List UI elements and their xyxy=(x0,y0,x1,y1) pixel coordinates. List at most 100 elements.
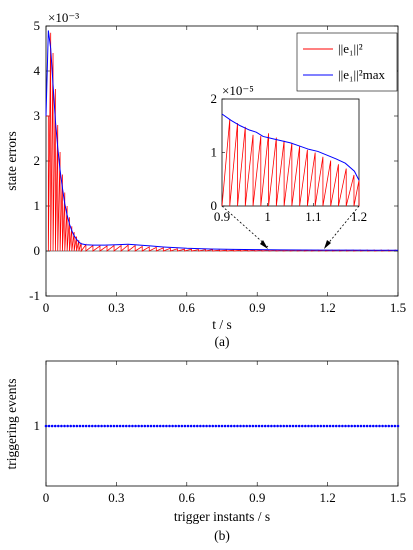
trigger-point xyxy=(103,424,106,428)
trigger-point xyxy=(384,424,387,428)
inset-x-tick-label: 1 xyxy=(264,209,271,224)
trigger-point xyxy=(288,424,292,428)
trigger-point xyxy=(251,424,255,428)
trigger-point xyxy=(316,424,320,428)
trigger-point xyxy=(180,424,184,428)
trigger-point xyxy=(124,424,128,428)
trigger-point xyxy=(171,424,174,428)
trigger-point xyxy=(310,424,313,428)
trigger-point xyxy=(387,424,391,428)
trigger-point xyxy=(186,424,190,428)
trigger-point xyxy=(97,424,100,428)
series-error-squared xyxy=(46,32,397,253)
trigger-point xyxy=(155,424,159,428)
legend-label-error-squared: ||e₁||² xyxy=(338,41,363,56)
trigger-point xyxy=(50,424,54,428)
caption-b: (b) xyxy=(214,528,230,543)
main-x-tick-label: 0 xyxy=(43,300,50,315)
trigger-point xyxy=(69,424,73,428)
inset-series-error-squared-max xyxy=(221,113,360,181)
trigger-point xyxy=(208,424,211,428)
inset-x-tick-label: 1.2 xyxy=(351,209,367,224)
trigger-point xyxy=(359,424,363,428)
trigger-point xyxy=(276,424,279,428)
trigger-point xyxy=(381,424,384,428)
trigger-point xyxy=(362,424,366,428)
trigger-point xyxy=(331,424,335,428)
main-y-ticks: -1 0 1 2 3 4 5 xyxy=(29,18,398,303)
trigger-y-tick-label: 1 xyxy=(34,418,41,433)
legend: ||e₁||² ||e₁||²max xyxy=(296,32,398,92)
trigger-point xyxy=(263,424,267,428)
trigger-point xyxy=(254,424,258,428)
zoom-arrowhead-left xyxy=(260,240,268,249)
trigger-point xyxy=(143,424,147,428)
trigger-point xyxy=(195,424,199,428)
trigger-point xyxy=(319,424,323,428)
main-y-tick-label: 3 xyxy=(34,108,41,123)
trigger-point xyxy=(146,424,150,428)
trigger-point xyxy=(393,424,397,428)
trigger-point xyxy=(81,424,85,428)
trigger-point xyxy=(134,424,137,428)
trigger-point xyxy=(267,424,270,428)
trigger-point xyxy=(300,424,304,428)
trigger-point xyxy=(304,424,307,428)
main-y-tick-label: 4 xyxy=(34,63,41,78)
trigger-point xyxy=(131,424,134,428)
inset-y-ticks: 0 1 2 xyxy=(211,91,225,213)
caption-a: (a) xyxy=(215,334,230,349)
trigger-point xyxy=(63,424,66,428)
trigger-point xyxy=(118,424,122,428)
zoom-arrowhead-right xyxy=(324,240,331,249)
trigger-x-tick-label: 1.2 xyxy=(319,490,335,505)
inset-x-tick-label: 1.1 xyxy=(305,209,321,224)
trigger-points xyxy=(44,424,400,428)
trigger-point xyxy=(341,424,344,428)
trigger-point xyxy=(350,424,353,428)
main-y-tick-label: -1 xyxy=(29,288,40,303)
trigger-point xyxy=(378,424,381,428)
zoom-arrows xyxy=(221,205,360,249)
trigger-point xyxy=(94,424,97,428)
trigger-point xyxy=(347,424,350,428)
trigger-point xyxy=(313,424,316,428)
inset-chart: 0 1 2 0.9 1 1.1 1.2 ×10⁻⁵ xyxy=(211,83,368,224)
inset-y-tick-label: 1 xyxy=(211,145,218,160)
main-x-tick-label: 0.3 xyxy=(108,300,124,315)
trigger-point xyxy=(282,424,286,428)
inset-y-tick-label: 2 xyxy=(211,91,218,106)
trigger-point xyxy=(158,424,162,428)
inset-x-ticks: 0.9 1 1.1 1.2 xyxy=(214,203,367,224)
trigger-point xyxy=(338,424,341,428)
trigger-point xyxy=(192,424,196,428)
main-x-tick-label: 1.5 xyxy=(390,300,406,315)
trigger-point xyxy=(174,424,177,428)
trigger-point xyxy=(294,424,298,428)
inset-y-multiplier: ×10⁻⁵ xyxy=(222,83,254,98)
trigger-point xyxy=(375,424,378,428)
legend-box xyxy=(296,32,398,92)
trigger-point xyxy=(344,424,347,428)
zoom-arrow-right xyxy=(325,205,360,247)
trigger-point xyxy=(106,424,110,428)
trigger-point xyxy=(273,424,276,428)
trigger-point xyxy=(233,424,236,428)
trigger-point xyxy=(44,424,48,428)
trigger-x-tick-label: 1.5 xyxy=(390,490,406,505)
trigger-point xyxy=(205,424,208,428)
trigger-point xyxy=(177,424,181,428)
main-y-tick-label: 1 xyxy=(34,198,41,213)
main-y-tick-label: 5 xyxy=(34,18,41,33)
trigger-y-axis-label: triggering events xyxy=(4,378,19,469)
main-x-axis-label: t / s xyxy=(212,317,232,332)
trigger-point xyxy=(57,424,60,428)
trigger-point xyxy=(53,424,57,428)
inset-x-tick-label: 0.9 xyxy=(214,209,230,224)
trigger-point xyxy=(365,424,369,428)
trigger-x-axis-label: trigger instants / s xyxy=(174,509,270,524)
trigger-point xyxy=(140,424,144,428)
trigger-point xyxy=(72,424,76,428)
trigger-point xyxy=(279,424,282,428)
